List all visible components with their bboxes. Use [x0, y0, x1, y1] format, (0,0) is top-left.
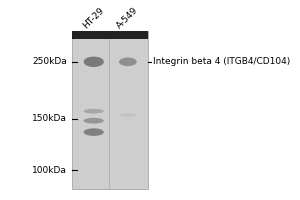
Ellipse shape — [84, 118, 104, 124]
Ellipse shape — [84, 109, 104, 114]
Ellipse shape — [119, 58, 137, 66]
Text: 150kDa: 150kDa — [32, 114, 67, 123]
Bar — [72, 31, 148, 189]
Text: A-549: A-549 — [116, 6, 140, 30]
Ellipse shape — [84, 57, 104, 67]
Text: 100kDa: 100kDa — [32, 166, 67, 175]
Bar — [72, 31, 148, 39]
Text: Integrin beta 4 (ITGB4/CD104): Integrin beta 4 (ITGB4/CD104) — [153, 57, 290, 66]
Text: HT-29: HT-29 — [81, 6, 106, 30]
Text: 250kDa: 250kDa — [32, 57, 67, 66]
Ellipse shape — [119, 114, 137, 116]
Ellipse shape — [84, 128, 104, 136]
